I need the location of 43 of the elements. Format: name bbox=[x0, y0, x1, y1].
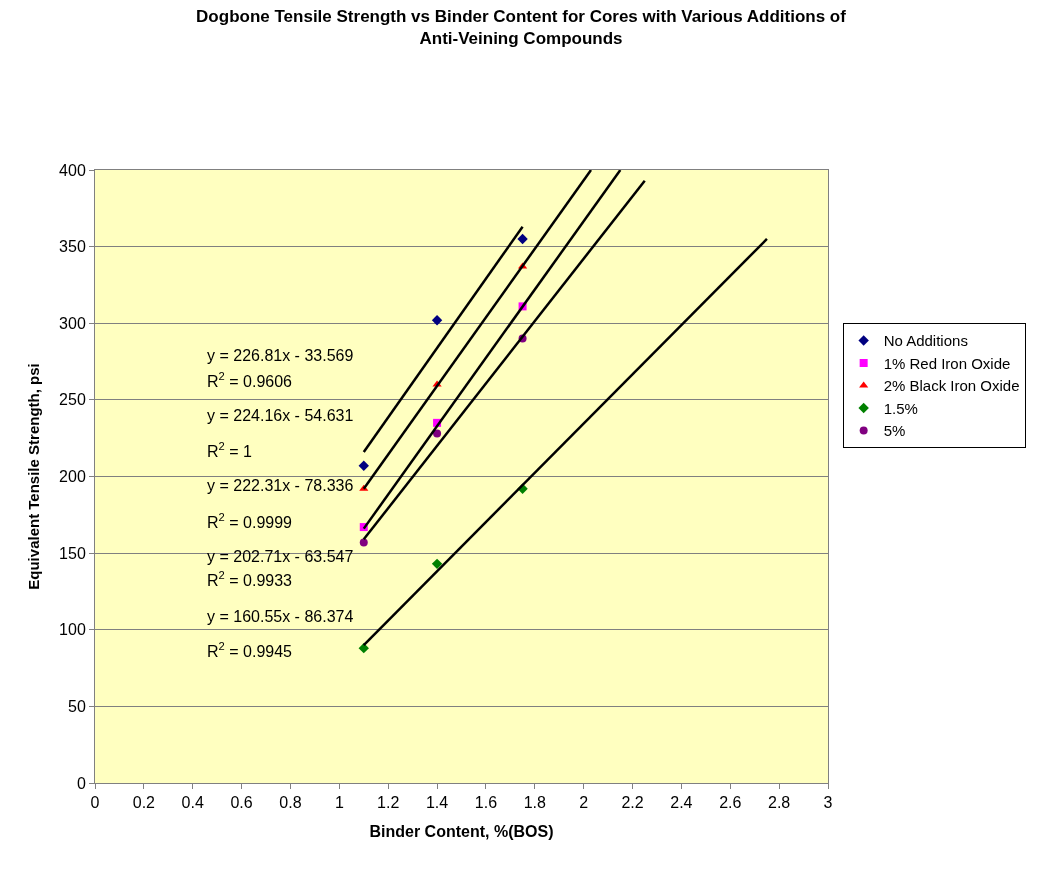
x-tick-label: 0.4 bbox=[181, 794, 204, 812]
x-tick-label: 2.8 bbox=[768, 794, 791, 812]
x-tick-label: 1.8 bbox=[523, 794, 547, 812]
x-tick-label: 2.6 bbox=[719, 794, 742, 812]
x-tick-label: 0.2 bbox=[132, 794, 156, 812]
y-axis-title: Equivalent Tensile Strength, psi bbox=[25, 363, 43, 590]
y-tick-label: 100 bbox=[59, 621, 86, 639]
annotation: R$^{2}$ = 0.9933 bbox=[207, 569, 293, 589]
x-tick-label: 1.2 bbox=[377, 794, 400, 812]
x-tick-label: 1.6 bbox=[474, 794, 498, 812]
y-tick-label: 250 bbox=[59, 391, 86, 409]
x-tick-label: 2.4 bbox=[670, 794, 693, 812]
annotation: R$^{2}$ = 0.9606 bbox=[207, 370, 293, 390]
x-tick-label: 2.2 bbox=[621, 794, 644, 812]
y-tick-label: 300 bbox=[59, 314, 86, 332]
y-tick-label: 0 bbox=[76, 774, 86, 792]
annotation: R$^{2}$ = 0.9999 bbox=[207, 511, 293, 531]
legend-label: 1.5% bbox=[883, 399, 918, 417]
legend-label: No Additions bbox=[883, 332, 968, 350]
x-tick-label: 2 bbox=[579, 794, 589, 812]
annotation: y = 202.71x - 63.547 bbox=[207, 548, 354, 565]
y-tick-label: 50 bbox=[68, 697, 86, 715]
annotation: y = 226.81x - 33.569 bbox=[207, 347, 354, 364]
annotation: y = 222.31x - 78.336 bbox=[207, 477, 354, 494]
x-tick-label: 0.6 bbox=[230, 794, 253, 812]
annotation: R$^{2}$ = 1 bbox=[207, 440, 253, 460]
x-axis-title: Binder Content, %(BOS) bbox=[369, 822, 554, 840]
annotation: y = 224.16x - 54.631 bbox=[207, 407, 354, 424]
chart-title: Dogbone Tensile Strength vs Binder Content for Cores with Various Additions of Anti-Veining Compounds bbox=[196, 6, 847, 48]
x-tick-label: 1 bbox=[334, 794, 344, 812]
x-tick-label: 1.4 bbox=[425, 794, 449, 812]
legend-label: 1% Red Iron Oxide bbox=[883, 354, 1011, 372]
y-tick-label: 150 bbox=[59, 544, 86, 562]
annotation: R$^{2}$ = 0.9945 bbox=[207, 640, 293, 660]
y-tick-label: 200 bbox=[59, 468, 86, 486]
annotation: y = 160.55x - 86.374 bbox=[207, 608, 354, 625]
x-tick-label: 3 bbox=[823, 794, 833, 812]
y-tick-label: 350 bbox=[59, 238, 86, 256]
y-tick-label: 400 bbox=[59, 161, 86, 179]
x-tick-label: 0 bbox=[90, 794, 100, 812]
legend-label: 5% bbox=[883, 422, 906, 440]
legend-label: 2% Black Iron Oxide bbox=[883, 377, 1020, 395]
x-tick-label: 0.8 bbox=[279, 794, 302, 812]
